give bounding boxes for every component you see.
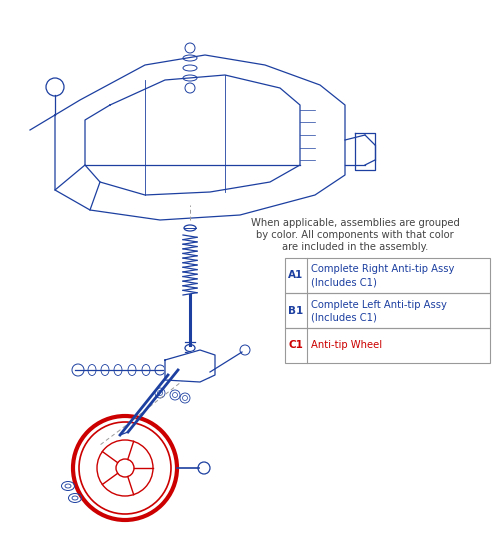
Text: A1: A1 bbox=[288, 271, 304, 280]
Text: B1: B1 bbox=[288, 305, 304, 316]
Text: (Includes C1): (Includes C1) bbox=[311, 278, 377, 287]
Text: Complete Left Anti-tip Assy: Complete Left Anti-tip Assy bbox=[311, 300, 447, 310]
Text: Anti-tip Wheel: Anti-tip Wheel bbox=[311, 341, 382, 351]
Text: Complete Right Anti-tip Assy: Complete Right Anti-tip Assy bbox=[311, 264, 454, 274]
Text: (Includes C1): (Includes C1) bbox=[311, 312, 377, 322]
Polygon shape bbox=[165, 350, 215, 382]
Bar bbox=[285, 258, 490, 293]
Bar bbox=[285, 328, 490, 363]
Text: When applicable, assemblies are grouped: When applicable, assemblies are grouped bbox=[250, 218, 460, 228]
Bar bbox=[285, 293, 490, 328]
Text: by color. All components with that color: by color. All components with that color bbox=[256, 230, 454, 240]
Text: C1: C1 bbox=[288, 341, 304, 351]
Text: are included in the assembly.: are included in the assembly. bbox=[282, 242, 428, 252]
